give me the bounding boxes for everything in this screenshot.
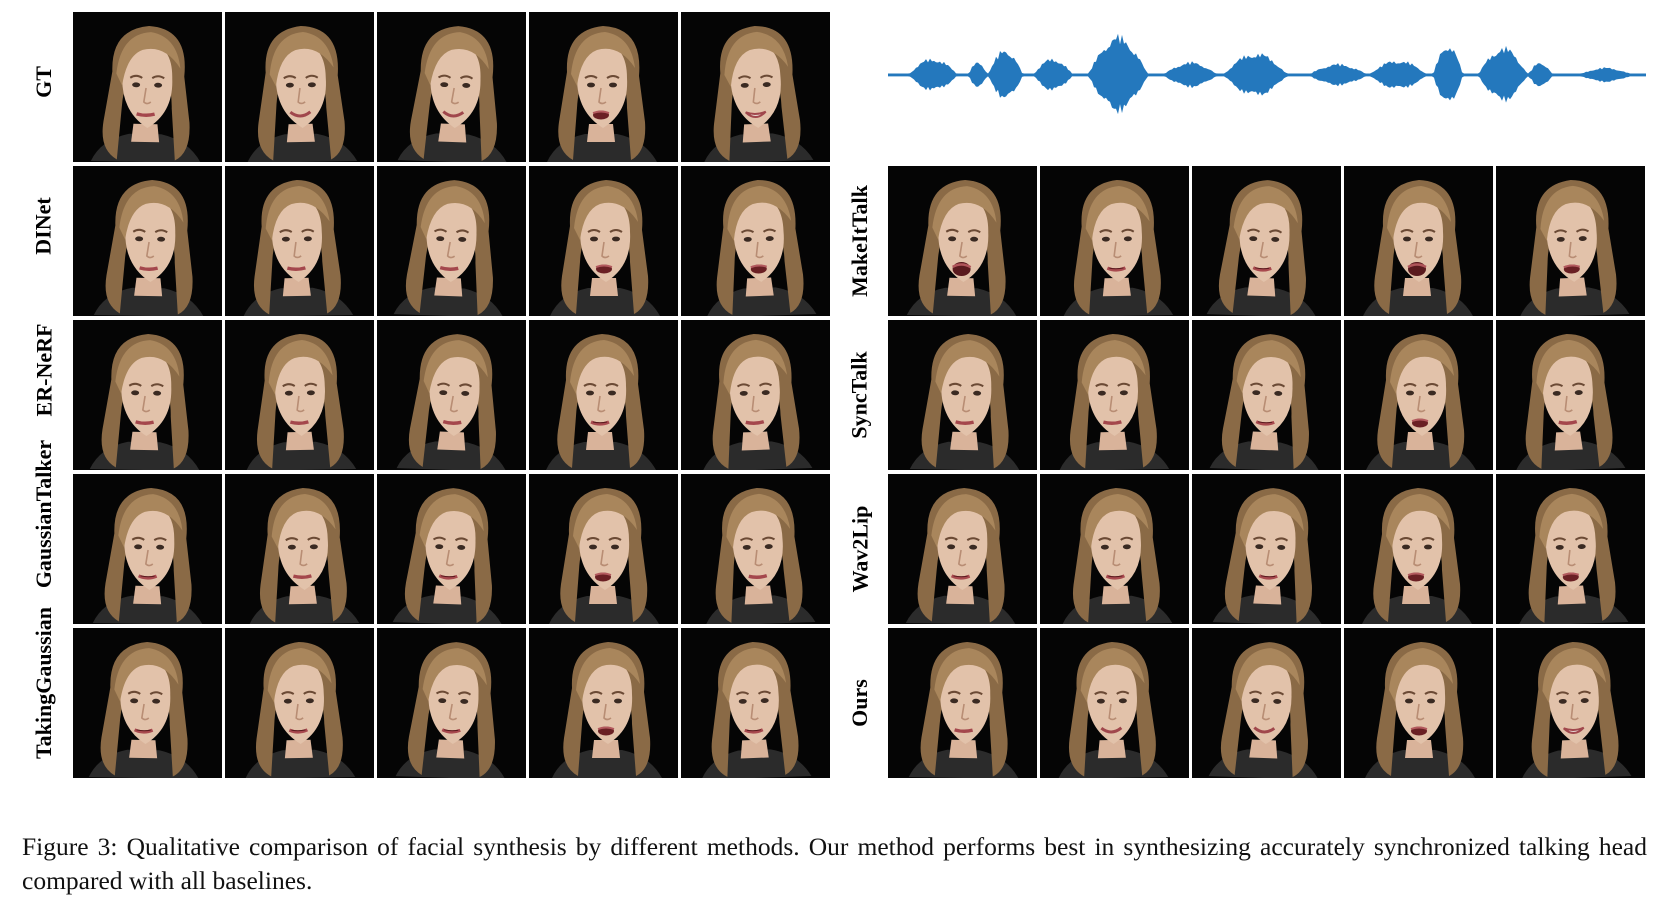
face-frame	[681, 628, 830, 778]
figure-caption: Figure 3: Qualitative comparison of faci…	[22, 832, 1647, 895]
face-frame	[1344, 320, 1493, 470]
row-label-wav2lip: Wav2Lip	[847, 505, 872, 593]
face-frame	[225, 320, 374, 470]
face-frame	[377, 320, 526, 470]
face-frame	[1496, 166, 1645, 316]
face-frame	[73, 320, 222, 470]
image-strip-synctalk	[888, 320, 1645, 470]
row-label-ours: Ours	[847, 679, 872, 727]
face-frame	[1344, 474, 1493, 624]
waveform-shape	[888, 33, 1646, 115]
row-label-er-nerf: ER-NeRF	[31, 323, 56, 417]
face-frame	[73, 628, 222, 778]
face-frame	[1192, 628, 1341, 778]
image-strip-er-nerf	[73, 320, 830, 470]
image-strip-makeittalk	[888, 166, 1645, 316]
face-frame	[1496, 474, 1645, 624]
face-frame	[1344, 628, 1493, 778]
face-frame	[529, 12, 678, 162]
image-strip-ours	[888, 628, 1645, 778]
audio-waveform	[888, 33, 1646, 115]
face-frame	[1040, 166, 1189, 316]
face-frame	[1040, 628, 1189, 778]
row-label-gaussiantalker: GaussianTalker	[31, 439, 57, 589]
face-frame	[225, 166, 374, 316]
face-frame	[529, 166, 678, 316]
face-frame	[681, 12, 830, 162]
face-frame	[681, 474, 830, 624]
face-frame	[1192, 320, 1341, 470]
face-frame	[681, 320, 830, 470]
face-frame	[1344, 166, 1493, 316]
image-strip-gaussiantalker	[73, 474, 830, 624]
image-strip-takinggaussian	[73, 628, 830, 778]
row-label-synctalk: SyncTalk	[847, 351, 872, 439]
row-label-takinggaussian: TakingGaussian	[31, 606, 56, 760]
face-frame	[1496, 628, 1645, 778]
face-frame	[681, 166, 830, 316]
face-frame	[529, 320, 678, 470]
face-frame	[377, 628, 526, 778]
face-frame	[377, 474, 526, 624]
face-frame	[888, 628, 1037, 778]
image-strip-wav2lip	[888, 474, 1645, 624]
face-frame	[377, 166, 526, 316]
face-frame	[1040, 320, 1189, 470]
face-frame	[377, 12, 526, 162]
face-frame	[529, 628, 678, 778]
face-frame	[1496, 320, 1645, 470]
face-frame	[1192, 166, 1341, 316]
image-strip-dinet	[73, 166, 830, 316]
face-frame	[225, 628, 374, 778]
row-label-gt: GT	[30, 66, 56, 98]
image-strip-gt	[73, 12, 830, 162]
row-label-dinet: DINet	[31, 197, 56, 255]
face-frame	[888, 166, 1037, 316]
face-frame	[225, 474, 374, 624]
face-frame	[888, 474, 1037, 624]
face-frame	[1192, 474, 1341, 624]
face-frame	[73, 166, 222, 316]
face-frame	[225, 12, 374, 162]
face-frame	[529, 474, 678, 624]
face-frame	[1040, 474, 1189, 624]
face-frame	[888, 320, 1037, 470]
face-frame	[73, 474, 222, 624]
row-label-makeittalk: MakeItTalk	[847, 185, 872, 297]
face-frame	[73, 12, 222, 162]
